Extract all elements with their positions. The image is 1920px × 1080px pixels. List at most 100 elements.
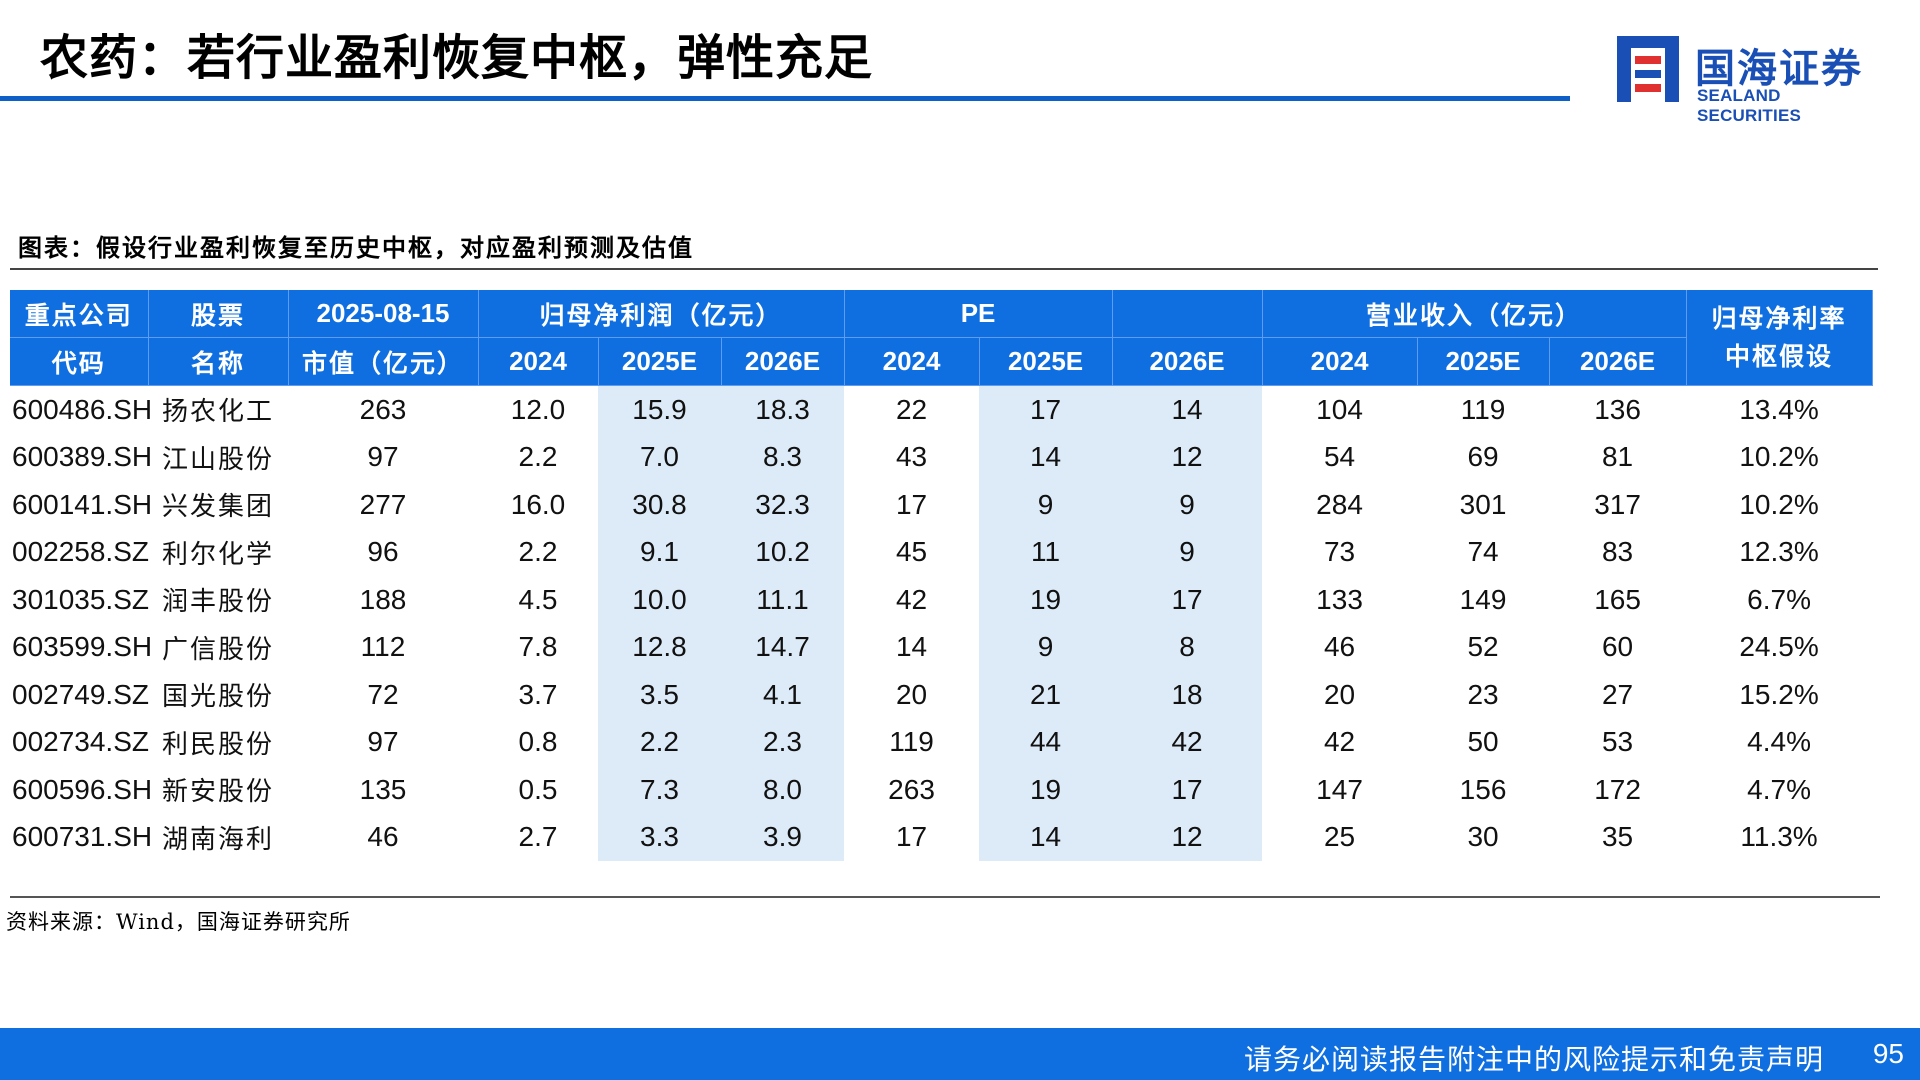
cell-revenue-2025e: 69: [1467, 441, 1499, 473]
cell-pe-2024: 20: [895, 678, 928, 710]
cell-revenue-2024: 147: [1316, 773, 1363, 805]
cell-revenue-2024: 54: [1323, 441, 1356, 473]
table-row: 002258.SZ 利尔化学 96 2.2 9.1 10.2 45 11 9 73 74 83 12.3…: [10, 528, 1872, 576]
header-margin-assumption: 归母净利率 中枢假设: [1686, 290, 1873, 386]
cell-profit-2026e: 14.7: [721, 623, 845, 671]
header-pe-2024: 2024: [844, 337, 980, 386]
cell-revenue-2026e: 60: [1601, 631, 1634, 663]
cell-stock-name: 利尔化学: [161, 539, 274, 570]
cell-pe-2026e: 8: [1112, 623, 1263, 671]
table-row: 600486.SH 扬农化工 263 12.0 15.9 18.3 22 17 14 104 119…: [10, 385, 1872, 434]
cell-margin-assumption: 4.7%: [1747, 773, 1811, 805]
cell-stock-name: 兴发集团: [161, 492, 274, 523]
cell-stock-name: 广信股份: [161, 634, 274, 665]
figure-title-divider: [10, 268, 1878, 270]
cell-pe-2025e: 9: [979, 623, 1113, 671]
cell-revenue-2026e: 53: [1601, 726, 1634, 758]
cell-margin-assumption: 10.2%: [1739, 488, 1819, 520]
cell-stock-name: 国光股份: [161, 682, 274, 713]
cell-pe-2025e: 11: [979, 528, 1113, 576]
cell-pe-2026e: 18: [1112, 671, 1263, 719]
table-bottom-divider: [10, 896, 1880, 898]
cell-profit-2026e: 4.1: [721, 671, 845, 719]
cell-stock-code: 600596.SH: [12, 773, 153, 805]
header-margin-line1: 归母净利率: [1711, 303, 1847, 333]
header-pe-2026e: 2026E: [1112, 337, 1263, 386]
cell-pe-2026e: 12: [1112, 813, 1263, 861]
cell-profit-2024: 12.0: [510, 393, 566, 425]
cell-profit-2026e: 8.0: [721, 766, 845, 814]
brand-name-en: SEALAND SECURITIES: [1697, 86, 1802, 125]
table-body: 600486.SH 扬农化工 263 12.0 15.9 18.3 22 17 14 104 119…: [10, 385, 1872, 861]
cell-pe-2025e: 9: [979, 481, 1113, 529]
sealand-logo-icon: [1617, 36, 1679, 102]
header-company-code-l1: 重点公司: [10, 290, 149, 338]
cell-profit-2025e: 9.1: [598, 528, 721, 576]
cell-pe-2025e: 44: [979, 718, 1113, 766]
cell-profit-2024: 7.8: [518, 631, 558, 663]
cell-stock-name: 湖南海利: [161, 824, 274, 855]
header-market-cap: 市值（亿元）: [288, 337, 479, 386]
header-pe-blank: [1112, 290, 1263, 338]
cell-revenue-2024: 46: [1323, 631, 1356, 663]
cell-profit-2025e: 15.9: [598, 385, 721, 434]
header-profit-2024: 2024: [478, 337, 599, 386]
cell-margin-assumption: 11.3%: [1740, 821, 1818, 853]
cell-stock-name: 江山股份: [161, 444, 274, 475]
header-company-code-l2: 代码: [10, 337, 149, 386]
cell-revenue-2026e: 83: [1601, 536, 1634, 568]
cell-pe-2025e: 14: [979, 813, 1113, 861]
cell-revenue-2025e: 30: [1467, 821, 1499, 853]
figure-title: 图表：假设行业盈利恢复至历史中枢，对应盈利预测及估值: [18, 233, 694, 262]
cell-profit-2026e: 8.3: [721, 433, 845, 481]
header-revenue: 营业收入（亿元）: [1262, 290, 1687, 338]
cell-profit-2024: 4.5: [518, 583, 558, 615]
cell-margin-assumption: 4.4%: [1747, 726, 1811, 758]
cell-revenue-2026e: 136: [1594, 393, 1641, 425]
cell-revenue-2024: 133: [1316, 583, 1363, 615]
cell-stock-name: 润丰股份: [161, 587, 274, 618]
cell-market-cap: 96: [367, 536, 399, 568]
cell-profit-2025e: 7.0: [598, 433, 721, 481]
footer-bar: 请务必阅读报告附注中的风险提示和免责声明 95: [0, 1028, 1920, 1080]
cell-stock-name: 新安股份: [161, 777, 274, 808]
cell-market-cap: 188: [359, 583, 407, 615]
cell-margin-assumption: 12.3%: [1739, 536, 1819, 568]
cell-stock-code: 002734.SZ: [12, 726, 149, 758]
cell-market-cap: 135: [359, 773, 407, 805]
page-number: 95: [1872, 1038, 1904, 1069]
cell-market-cap: 72: [367, 678, 399, 710]
cell-revenue-2025e: 149: [1459, 583, 1507, 615]
header-pe-2025e: 2025E: [979, 337, 1113, 386]
cell-pe-2026e: 17: [1112, 766, 1263, 814]
cell-revenue-2025e: 52: [1467, 631, 1499, 663]
cell-pe-2025e: 19: [979, 576, 1113, 624]
cell-pe-2024: 17: [895, 488, 928, 520]
cell-pe-2025e: 14: [979, 433, 1113, 481]
table-row: 002749.SZ 国光股份 72 3.7 3.5 4.1 20 21 18 20 23 27 15.2…: [10, 671, 1872, 719]
brand-name-cn: 国海证券: [1695, 46, 1863, 92]
table-row: 301035.SZ 润丰股份 188 4.5 10.0 11.1 42 19 17 133 149 1…: [10, 576, 1872, 624]
cell-pe-2024: 43: [895, 441, 928, 473]
cell-margin-assumption: 15.2%: [1739, 678, 1819, 710]
cell-pe-2026e: 42: [1112, 718, 1263, 766]
cell-stock-code: 002258.SZ: [12, 536, 149, 568]
cell-profit-2026e: 18.3: [721, 385, 845, 434]
cell-stock-code: 600389.SH: [12, 441, 153, 473]
table-row: 600596.SH 新安股份 135 0.5 7.3 8.0 263 19 17 147 156 17…: [10, 766, 1872, 814]
cell-pe-2025e: 17: [979, 385, 1113, 434]
header-stock-name-l1: 股票: [148, 290, 289, 338]
cell-pe-2024: 119: [889, 726, 934, 758]
table-row: 600389.SH 江山股份 97 2.2 7.0 8.3 43 14 12 54 69 81 10.2…: [10, 433, 1872, 481]
cell-revenue-2025e: 301: [1459, 488, 1507, 520]
cell-revenue-2026e: 27: [1601, 678, 1634, 710]
cell-revenue-2026e: 165: [1594, 583, 1641, 615]
cell-stock-code: 002749.SZ: [12, 678, 149, 710]
cell-margin-assumption: 6.7%: [1747, 583, 1811, 615]
cell-pe-2024: 263: [888, 773, 935, 805]
cell-profit-2025e: 3.5: [598, 671, 721, 719]
cell-stock-code: 600486.SH: [12, 393, 153, 425]
title-divider: [0, 96, 1570, 101]
footer-disclaimer: 请务必阅读报告附注中的风险提示和免责声明: [1243, 1043, 1824, 1076]
header-profit-2026e: 2026E: [721, 337, 845, 386]
